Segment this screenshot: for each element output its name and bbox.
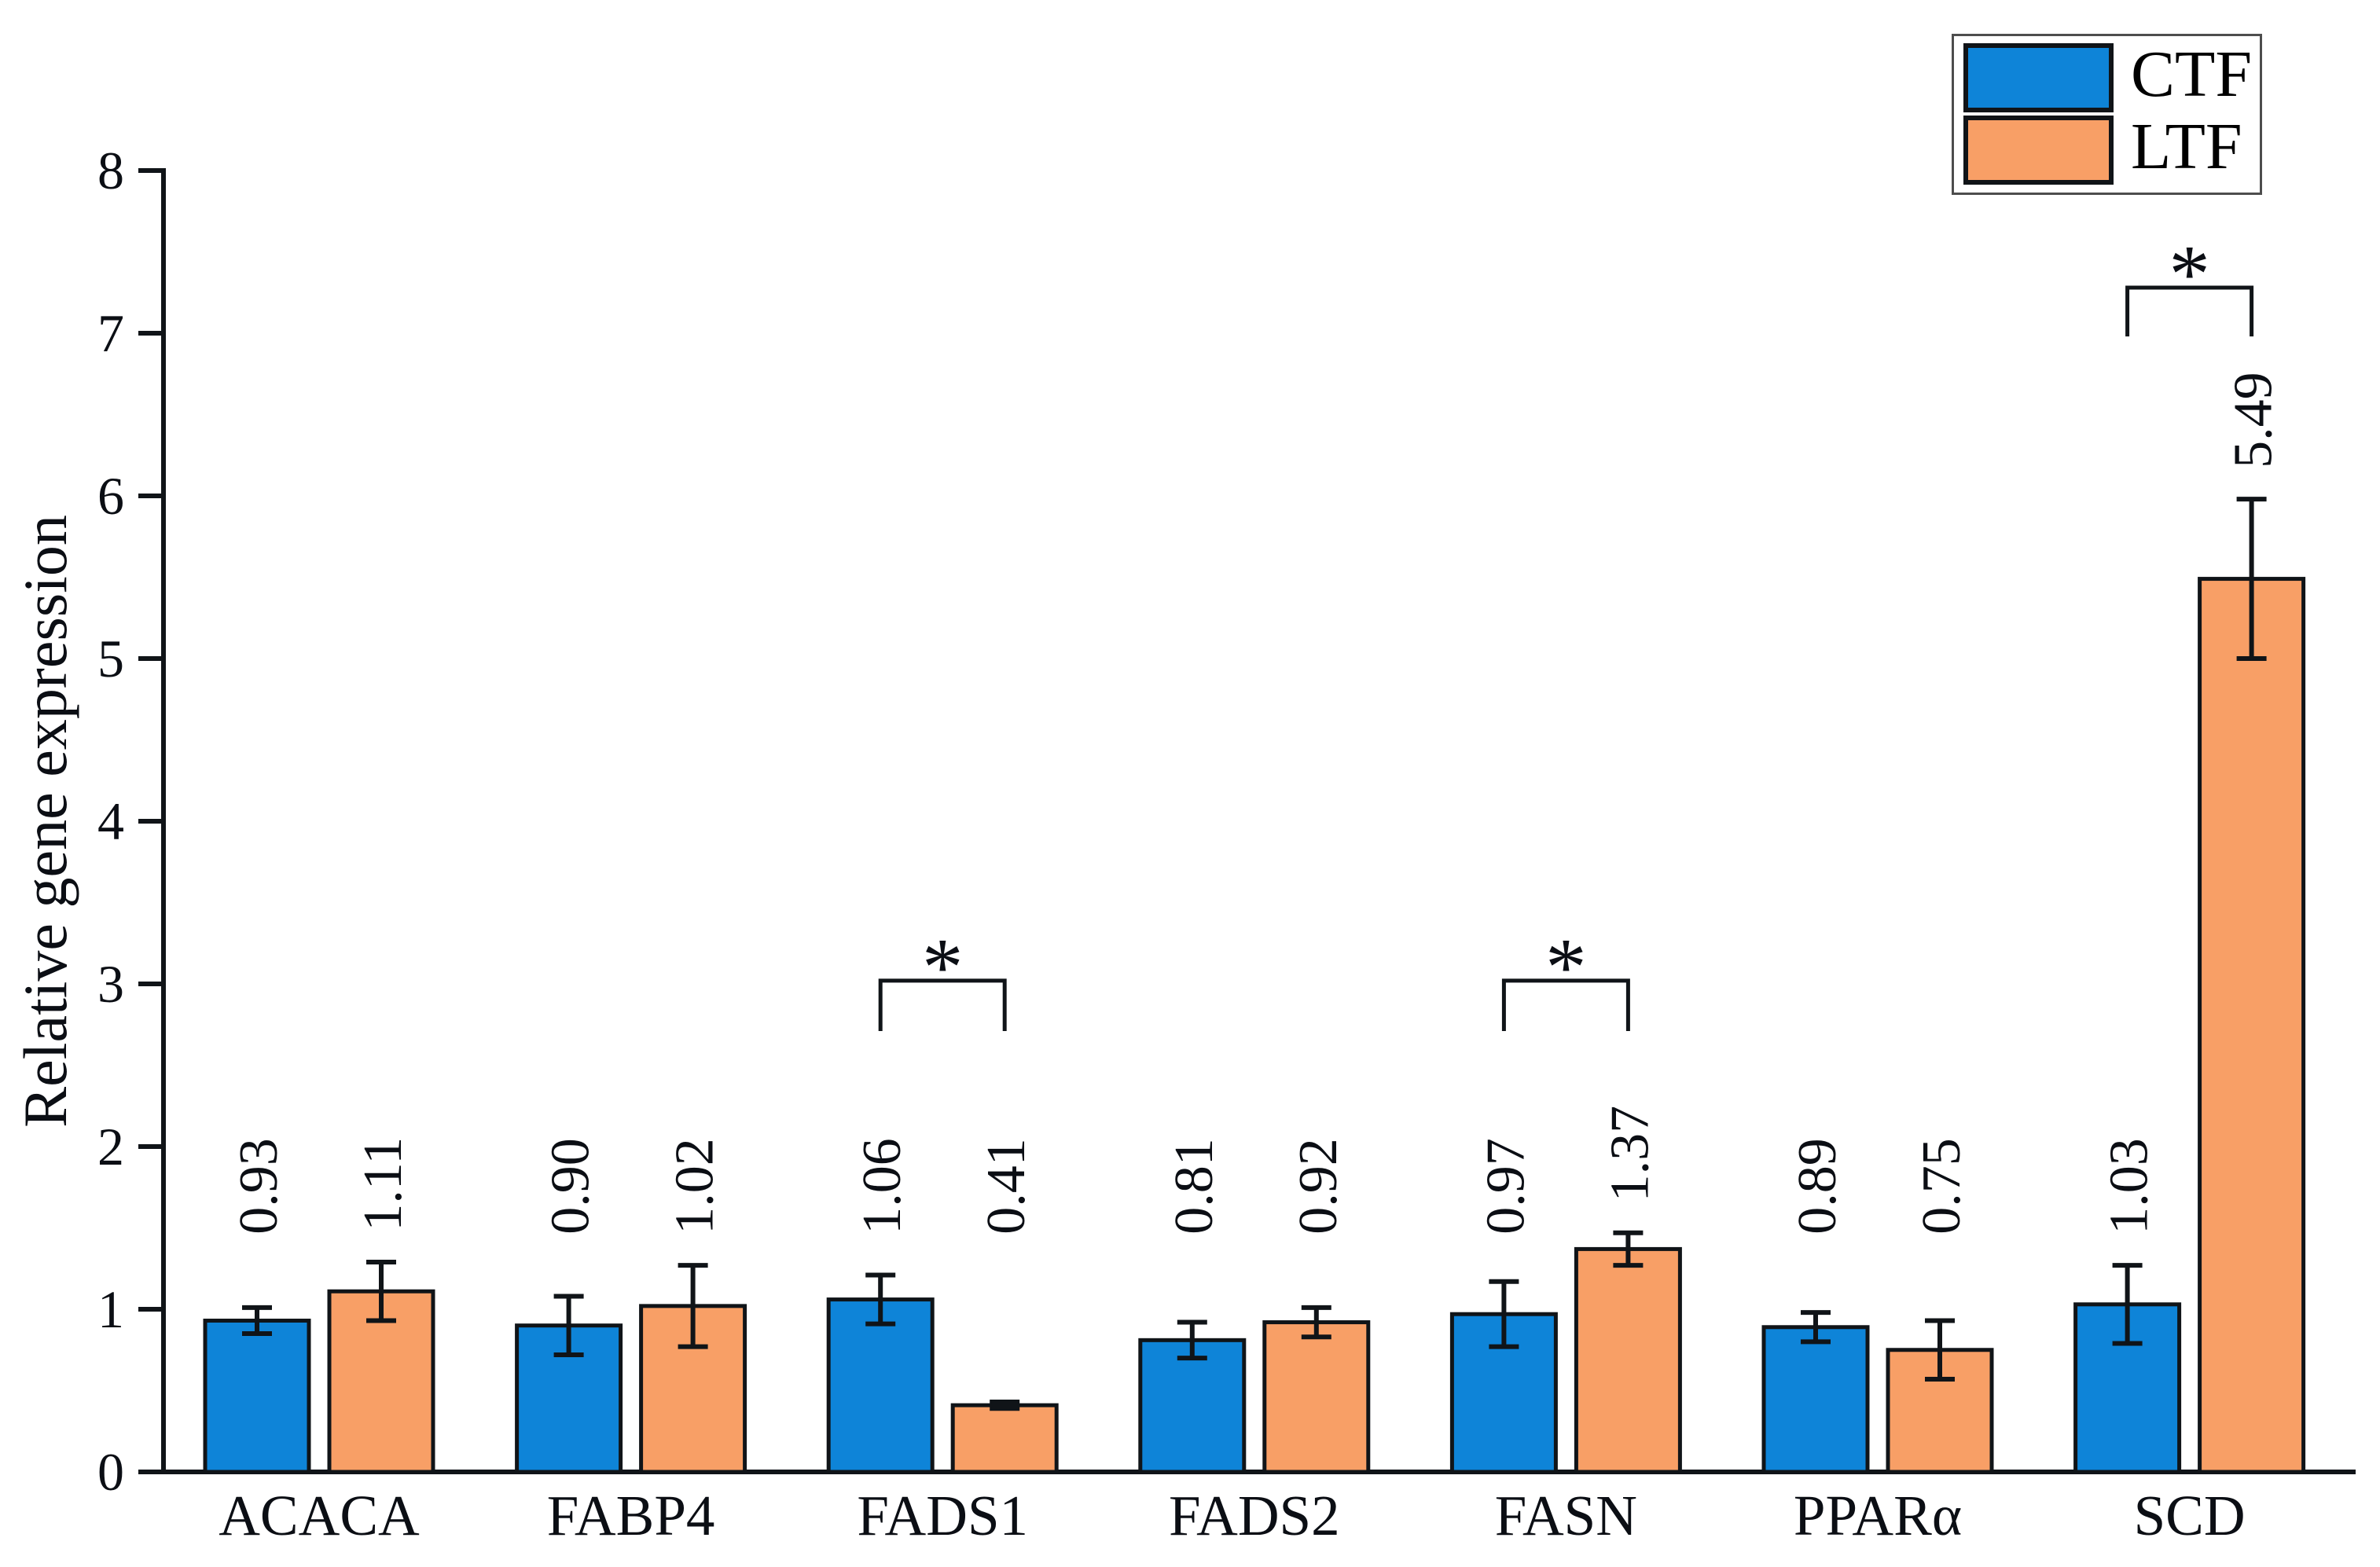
bar-LTF-FADS2 (1262, 1320, 1371, 1474)
bar-LTF-SCD (2198, 577, 2306, 1474)
y-tick-label-0: 0 (97, 1442, 124, 1502)
x-tick-label-FASN: FASN (1495, 1484, 1637, 1547)
value-label-CTF-ACACA: 0.93 (229, 1138, 289, 1235)
bar-CTF-FADS2 (1138, 1338, 1247, 1474)
y-tick-label-4: 4 (97, 791, 124, 851)
significance-bracket-FASN (1501, 978, 1630, 1032)
bar-LTF-FADS1 (950, 1403, 1059, 1474)
y-tick-label-5: 5 (97, 629, 124, 688)
x-tick-label-ACACA: ACACA (219, 1484, 420, 1547)
value-label-LTF-PPARα: 0.75 (1912, 1138, 1972, 1235)
y-tick-label-1: 1 (97, 1279, 124, 1339)
value-label-CTF-SCD: 1.03 (2099, 1138, 2160, 1235)
value-label-LTF-FASN: 1.37 (1600, 1106, 1660, 1202)
value-label-LTF-ACACA: 1.11 (353, 1137, 413, 1231)
significance-asterisk-FASN: * (1545, 921, 1587, 1013)
significance-bracket-FADS1 (878, 978, 1007, 1032)
significance-asterisk-FADS1: * (922, 921, 964, 1013)
x-tick-label-FADS1: FADS1 (857, 1484, 1028, 1547)
y-tick-label-8: 8 (97, 141, 124, 200)
legend-item-ctf: CTF (1963, 38, 2260, 112)
bar-CTF-FASN (1449, 1312, 1558, 1474)
y-tick-label-2: 2 (97, 1117, 124, 1176)
significance-asterisk-SCD: * (2169, 228, 2210, 320)
legend-swatch-ctf (1963, 43, 2114, 112)
value-label-LTF-FADS1: 0.41 (976, 1138, 1037, 1235)
bar-LTF-ACACA (327, 1289, 435, 1474)
x-tick-label-PPARα: PPARα (1794, 1484, 1962, 1547)
bar-CTF-ACACA (203, 1318, 311, 1474)
x-tick-label-FADS2: FADS2 (1169, 1484, 1340, 1547)
legend-swatch-ltf (1963, 116, 2114, 185)
x-tick-label-SCD: SCD (2134, 1484, 2246, 1547)
value-label-CTF-PPARα: 0.89 (1787, 1138, 1848, 1235)
significance-bracket-SCD (2125, 285, 2254, 337)
legend-item-ltf: LTF (1963, 110, 2260, 185)
value-label-CTF-FADS2: 0.81 (1164, 1138, 1225, 1235)
bar-CTF-PPARα (1761, 1325, 1870, 1474)
legend: CTF LTF (1952, 34, 2262, 195)
legend-label-ltf: LTF (2131, 110, 2242, 183)
value-label-LTF-SCD: 5.49 (2224, 372, 2284, 468)
y-axis-title: Relative gene expression (11, 515, 79, 1128)
value-label-CTF-FADS1: 1.06 (852, 1138, 913, 1235)
y-tick-label-3: 3 (97, 954, 124, 1014)
y-tick-label-6: 6 (97, 466, 124, 526)
bar-CTF-FADS1 (826, 1297, 935, 1474)
value-label-CTF-FABP4: 0.90 (541, 1138, 601, 1235)
y-tick-label-7: 7 (97, 303, 124, 363)
value-label-CTF-FASN: 0.97 (1475, 1138, 1536, 1234)
value-label-LTF-FADS2: 0.92 (1288, 1138, 1349, 1235)
value-label-LTF-FABP4: 1.02 (665, 1138, 725, 1235)
x-tick-label-FABP4: FABP4 (547, 1484, 715, 1547)
bar-LTF-FASN (1574, 1246, 1682, 1474)
bar-CTF-FABP4 (515, 1323, 623, 1474)
legend-label-ctf: CTF (2131, 38, 2253, 111)
